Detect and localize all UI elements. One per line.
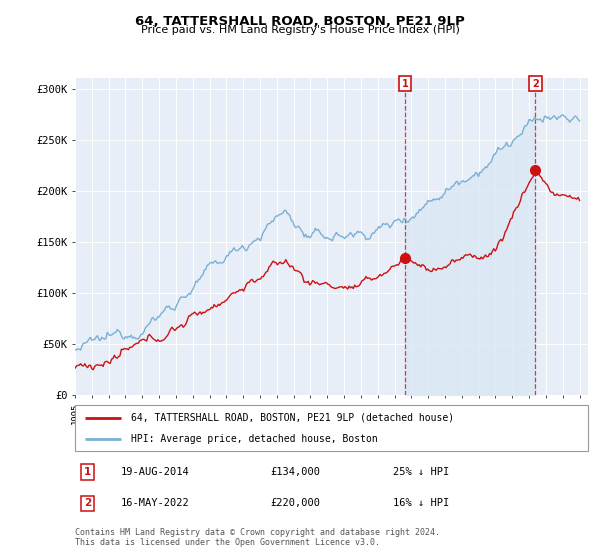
Text: 2: 2	[532, 78, 539, 88]
Text: £134,000: £134,000	[270, 467, 320, 477]
FancyBboxPatch shape	[75, 405, 588, 451]
Text: 1: 1	[401, 78, 409, 88]
Text: 2: 2	[84, 498, 91, 508]
Text: HPI: Average price, detached house, Boston: HPI: Average price, detached house, Bost…	[131, 435, 378, 444]
Text: 1: 1	[84, 467, 91, 477]
Text: 64, TATTERSHALL ROAD, BOSTON, PE21 9LP (detached house): 64, TATTERSHALL ROAD, BOSTON, PE21 9LP (…	[131, 413, 455, 423]
Text: 64, TATTERSHALL ROAD, BOSTON, PE21 9LP: 64, TATTERSHALL ROAD, BOSTON, PE21 9LP	[135, 15, 465, 27]
Text: 25% ↓ HPI: 25% ↓ HPI	[393, 467, 449, 477]
Text: Price paid vs. HM Land Registry's House Price Index (HPI): Price paid vs. HM Land Registry's House …	[140, 25, 460, 35]
Text: 19-AUG-2014: 19-AUG-2014	[121, 467, 190, 477]
Text: 16% ↓ HPI: 16% ↓ HPI	[393, 498, 449, 508]
Text: £220,000: £220,000	[270, 498, 320, 508]
Text: Contains HM Land Registry data © Crown copyright and database right 2024.
This d: Contains HM Land Registry data © Crown c…	[75, 528, 440, 547]
Text: 16-MAY-2022: 16-MAY-2022	[121, 498, 190, 508]
